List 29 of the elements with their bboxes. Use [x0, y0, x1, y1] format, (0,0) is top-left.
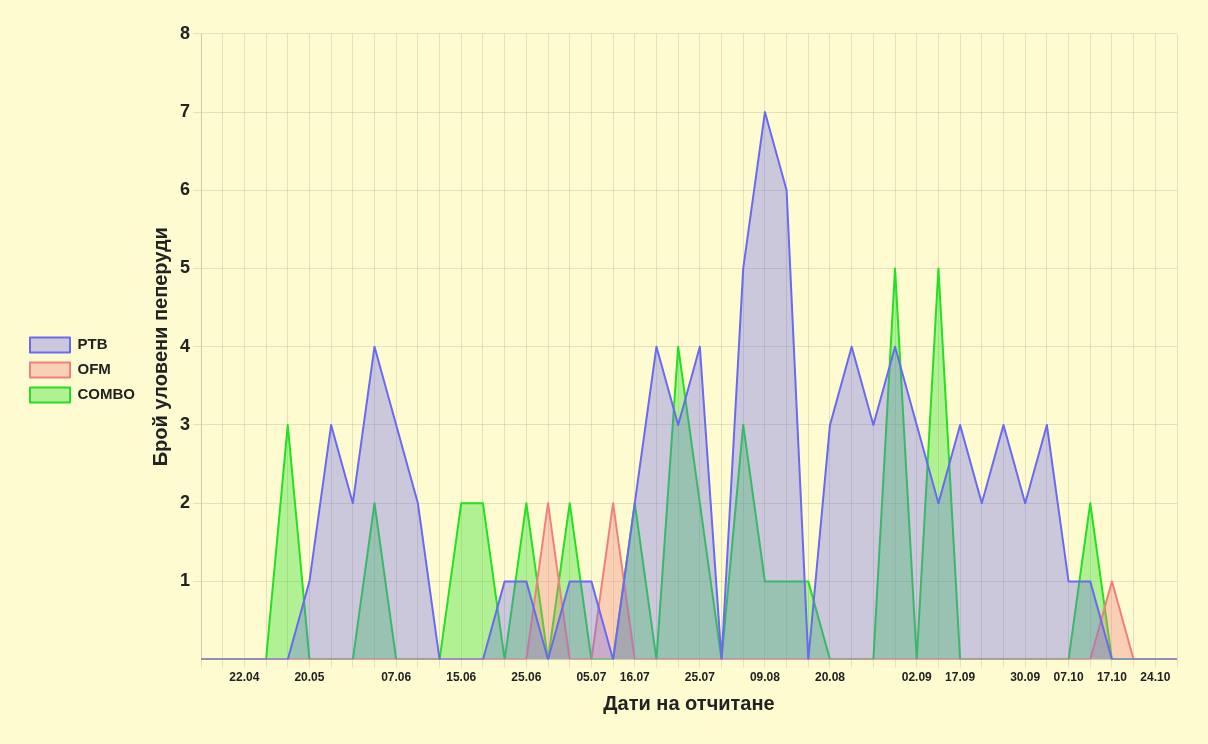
y-tick-label: 8: [179, 22, 191, 43]
y-tick-label: 1: [179, 570, 191, 591]
x-tick-label: 25.06: [511, 670, 542, 685]
x-tick-label: 05.07: [576, 670, 607, 685]
x-tick-label: 17.09: [945, 670, 976, 685]
x-tick-label: 25.07: [684, 670, 716, 685]
x-tick-label: 20.08: [814, 670, 846, 685]
x-tick-label: 09.08: [749, 670, 781, 685]
y-tick-label: 2: [179, 492, 191, 513]
y-tick-label: 6: [179, 179, 191, 200]
x-tick-label: 07.06: [381, 670, 412, 685]
y-axis-title: Брой уловени пеперуди: [148, 227, 171, 467]
y-tick-label: 3: [179, 413, 191, 434]
x-tick-label: 24.10: [1140, 670, 1171, 685]
y-tick-label: 4: [179, 335, 191, 356]
x-tick-label: 22.04: [229, 670, 260, 685]
x-tick-label: 07.10: [1053, 670, 1084, 685]
x-axis-title: Дати на отчитане: [603, 691, 775, 714]
x-tick-label: 30.09: [1010, 670, 1041, 685]
x-tick-label: 02.09: [901, 670, 933, 685]
x-tick-label: 16.07: [619, 670, 651, 685]
legend-label: COMBO: [77, 385, 136, 403]
x-tick-label: 20.05: [294, 670, 325, 685]
y-tick-label: 7: [179, 100, 191, 121]
legend-label: OFM: [77, 360, 111, 378]
x-tick-label: 17.10: [1096, 670, 1128, 685]
x-tick-label: 15.06: [446, 670, 477, 685]
y-tick-label: 5: [179, 257, 191, 278]
legend-label: PTB: [77, 335, 108, 353]
